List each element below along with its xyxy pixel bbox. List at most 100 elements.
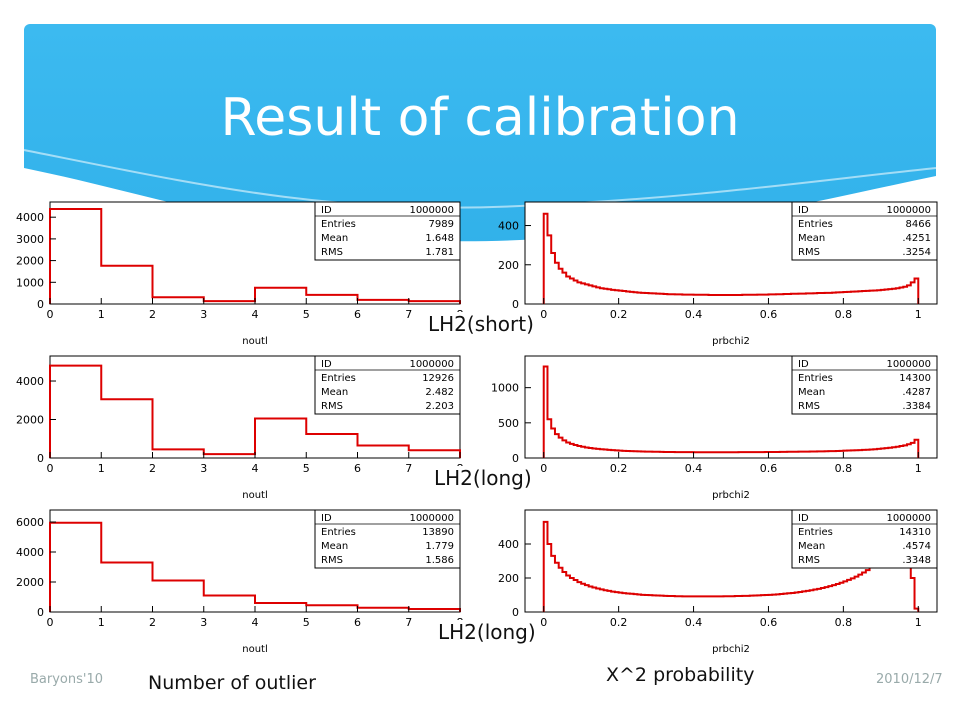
- histogram-outline: [542, 365, 920, 458]
- x-tick-label: 3: [200, 616, 207, 629]
- x-axis-label: prbchi2: [712, 644, 750, 655]
- stats-value: 12926: [422, 373, 454, 384]
- x-tick-label: 6: [354, 462, 361, 475]
- y-tick-label: 4000: [16, 375, 44, 388]
- x-tick-label: 0.2: [610, 462, 628, 475]
- header-wave-line: [23, 149, 937, 209]
- histogram-outline: [542, 212, 920, 304]
- stats-value: 1000000: [409, 359, 454, 370]
- stats-value: .4574: [902, 541, 931, 552]
- y-tick-label: 0: [37, 606, 44, 619]
- stats-value: 14310: [899, 527, 931, 538]
- x-tick-label: 0: [47, 308, 54, 321]
- x-tick-label: 0: [540, 462, 547, 475]
- row-label-3: LH2(long): [436, 620, 538, 644]
- stats-key: ID: [321, 359, 332, 370]
- x-tick-label: 7: [405, 308, 412, 321]
- stats-key: ID: [798, 513, 809, 524]
- x-tick-label: 7: [405, 616, 412, 629]
- caption-left: Number of outlier: [148, 672, 316, 694]
- x-tick-label: 0.8: [835, 308, 853, 321]
- stats-key: RMS: [321, 247, 343, 258]
- x-tick-label: 4: [252, 308, 259, 321]
- x-tick-label: 5: [303, 462, 310, 475]
- x-tick-label: 2: [149, 616, 156, 629]
- x-tick-label: 0.6: [760, 462, 778, 475]
- y-tick-label: 2000: [16, 255, 44, 268]
- row-label-1: LH2(short): [426, 312, 536, 336]
- x-tick-label: 0.8: [835, 462, 853, 475]
- stats-value: .4287: [902, 387, 931, 398]
- stats-key: ID: [798, 359, 809, 370]
- x-tick-label: 7: [405, 462, 412, 475]
- x-tick-label: 1: [915, 616, 922, 629]
- stats-key: Mean: [321, 233, 348, 244]
- stats-box: [791, 355, 938, 415]
- x-tick-label: 0.2: [610, 616, 628, 629]
- x-tick-label: 1: [915, 462, 922, 475]
- footer-right: 2010/12/7: [876, 672, 943, 687]
- caption-right: X^2 probability: [606, 664, 755, 686]
- stats-key: ID: [798, 205, 809, 216]
- stats-key: RMS: [321, 555, 343, 566]
- y-tick-label: 4000: [16, 546, 44, 559]
- stats-box: [314, 201, 461, 261]
- y-tick-label: 3000: [16, 233, 44, 246]
- y-tick-label: 6000: [16, 516, 44, 529]
- x-tick-label: 0: [47, 462, 54, 475]
- stats-key: RMS: [321, 401, 343, 412]
- histogram-panel-6: 0 200 400 0 0.2 0.4 0.6 0.8 1 prbchi2 ID 1000000 Ent…: [498, 509, 938, 655]
- y-tick-label: 1000: [491, 382, 519, 395]
- x-tick-label: 4: [252, 616, 259, 629]
- stats-key: Entries: [798, 219, 833, 230]
- stats-key: RMS: [798, 401, 820, 412]
- x-tick-label: 3: [200, 308, 207, 321]
- x-tick-label: 5: [303, 616, 310, 629]
- y-tick-label: 1000: [16, 276, 44, 289]
- y-tick-label: 0: [37, 452, 44, 465]
- x-axis-label: prbchi2: [712, 490, 750, 501]
- stats-key: Entries: [321, 373, 356, 384]
- slide-title: Result of calibration: [220, 88, 740, 148]
- stats-box: [791, 201, 938, 261]
- stats-value: .3348: [902, 555, 931, 566]
- histogram-panel-1: 01000200030004000012345678noutlID1000000…: [16, 201, 464, 347]
- x-tick-label: 0: [540, 616, 547, 629]
- x-axis-label: prbchi2: [712, 336, 750, 347]
- y-tick-label: 4000: [16, 211, 44, 224]
- stats-box: [314, 509, 461, 569]
- stats-key: Mean: [798, 541, 825, 552]
- stats-key: Entries: [798, 527, 833, 538]
- x-tick-label: 2: [149, 308, 156, 321]
- y-tick-label: 400: [498, 538, 519, 551]
- stats-value: 1.781: [425, 247, 454, 258]
- x-tick-label: 4: [252, 462, 259, 475]
- stats-value: .4251: [902, 233, 931, 244]
- y-tick-label: 2000: [16, 576, 44, 589]
- y-tick-label: 200: [498, 572, 519, 585]
- x-axis-label: noutl: [242, 336, 268, 347]
- x-tick-label: 0.8: [835, 616, 853, 629]
- x-tick-label: 1: [98, 462, 105, 475]
- x-tick-label: 0.4: [685, 616, 703, 629]
- stats-value: 13890: [422, 527, 454, 538]
- x-tick-label: 0: [540, 308, 547, 321]
- row-label-2: LH2(long): [432, 466, 534, 490]
- stats-value: 1000000: [409, 205, 454, 216]
- y-tick-label: 500: [498, 417, 519, 430]
- x-tick-label: 0.4: [685, 308, 703, 321]
- y-tick-label: 2000: [16, 414, 44, 427]
- x-tick-label: 0.4: [685, 462, 703, 475]
- x-tick-label: 0: [47, 616, 54, 629]
- histogram-panel-4: 0 500 1000 0 0.2 0.4 0.6 0.8 1 prbchi2 ID 1000000 En…: [491, 355, 938, 501]
- stats-value: 1000000: [886, 513, 931, 524]
- stats-value: 1.586: [425, 555, 454, 566]
- stats-key: Mean: [798, 233, 825, 244]
- x-tick-label: 0.2: [610, 308, 628, 321]
- y-tick-label: 0: [512, 298, 519, 311]
- stats-key: Entries: [321, 219, 356, 230]
- stats-value: 1000000: [886, 359, 931, 370]
- x-tick-label: 1: [98, 308, 105, 321]
- stats-key: RMS: [798, 247, 820, 258]
- stats-key: Entries: [321, 527, 356, 538]
